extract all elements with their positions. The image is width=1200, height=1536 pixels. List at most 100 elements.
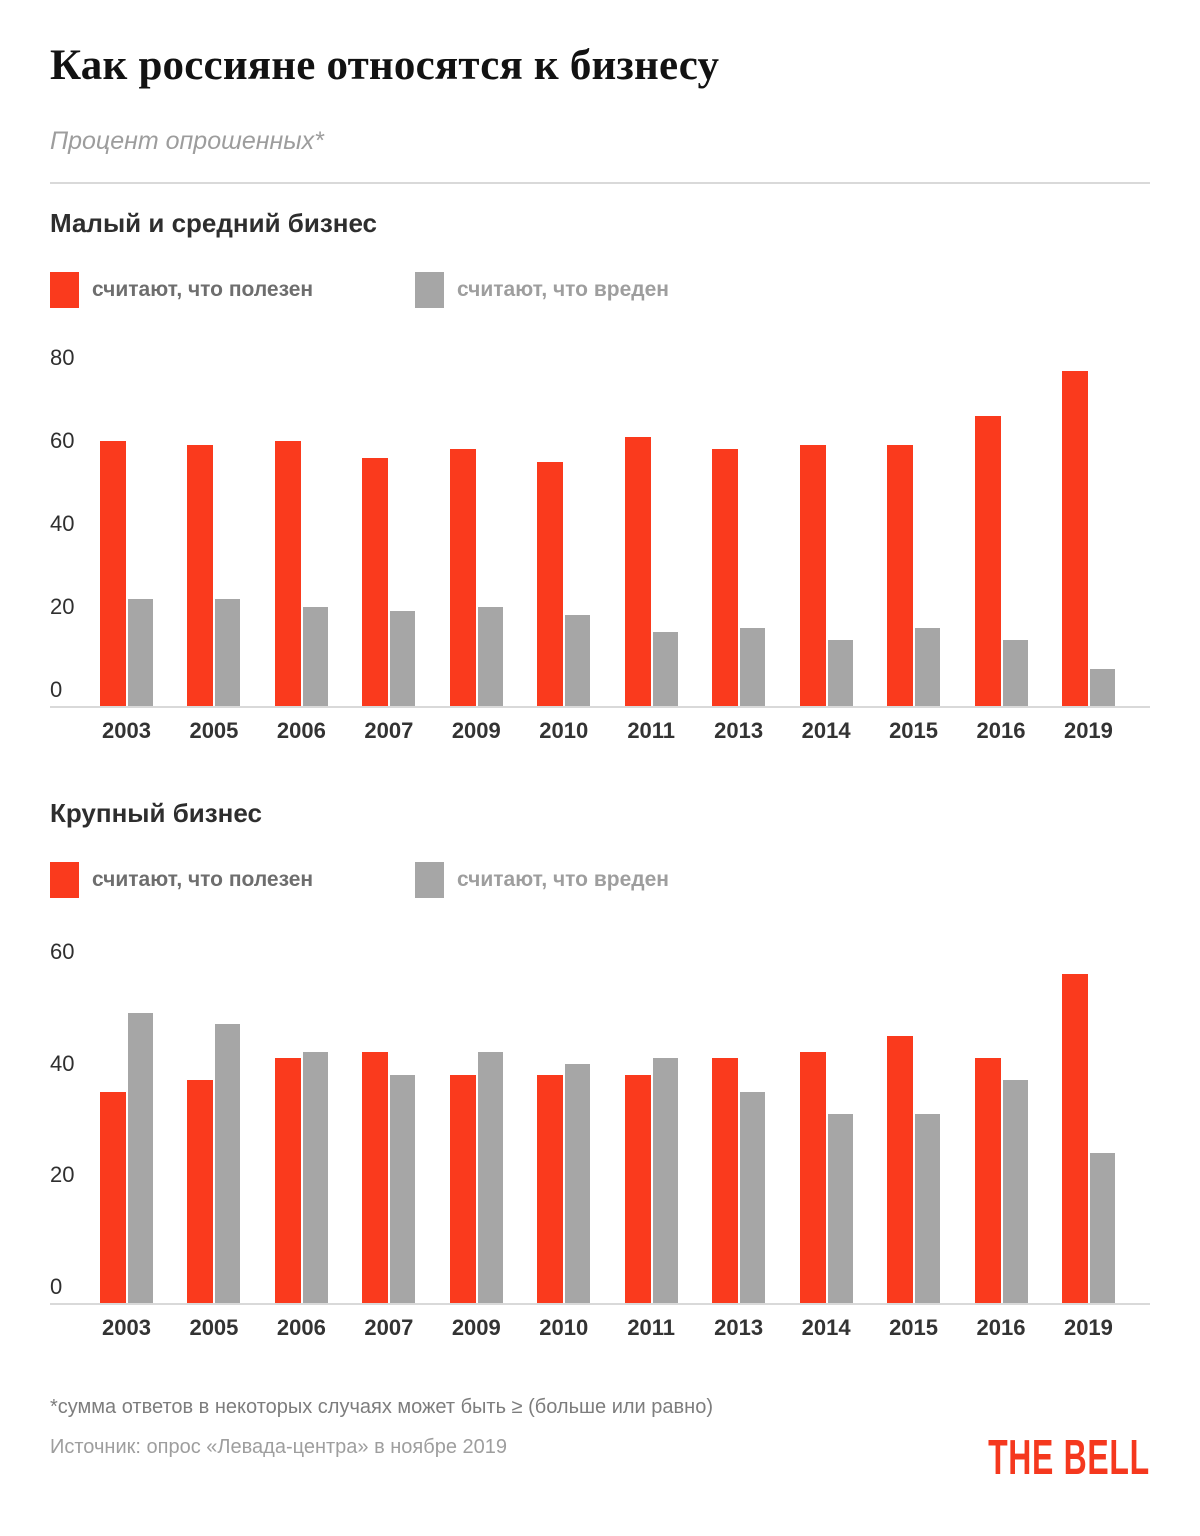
bar-group-2007 xyxy=(362,334,416,707)
bar-group-2016 xyxy=(974,931,1028,1304)
x-axis-label-2007: 2007 xyxy=(364,1315,414,1341)
bar-harmful-2003 xyxy=(128,598,153,707)
bar-harmful-2007 xyxy=(390,1074,416,1304)
bar-harmful-2014 xyxy=(827,640,853,707)
bar-harmful-2015 xyxy=(915,1113,941,1304)
x-axis-label-2019: 2019 xyxy=(1063,1315,1113,1341)
useful-color-swatch xyxy=(50,272,79,309)
bar-harmful-2006 xyxy=(302,1052,328,1304)
x-axis-label-2016: 2016 xyxy=(976,1315,1026,1341)
bar-useful-2006 xyxy=(274,441,301,707)
y-axis-tick-40: 40 xyxy=(50,511,75,537)
bar-useful-2003 xyxy=(100,1091,126,1304)
bar-harmful-2011 xyxy=(652,632,678,707)
x-axis-label-2006: 2006 xyxy=(276,718,326,744)
plot-area: 0 20 40 60 80 xyxy=(50,334,1150,709)
x-axis-label-2009: 2009 xyxy=(451,718,501,744)
y-axis-tick-20: 20 xyxy=(50,1162,75,1188)
bar-chart-small-medium-business: 2003 2005 2006 2007 2009 2010 2011 2013 2014 2015… xyxy=(50,334,1150,748)
bar-useful-2005 xyxy=(187,445,214,707)
x-axis-label-2019: 2019 xyxy=(1063,718,1113,744)
divider xyxy=(50,182,1150,185)
bar-useful-2013 xyxy=(712,1057,739,1304)
bar-useful-2015 xyxy=(887,445,914,707)
y-axis-tick-40: 40 xyxy=(50,1050,75,1076)
the-bell-logo: THE BELL xyxy=(988,1428,1150,1485)
legend: считают, что полезен считают, что вреден xyxy=(50,272,1150,309)
bar-useful-2019 xyxy=(1061,974,1088,1304)
bar-harmful-2013 xyxy=(740,1091,766,1304)
bar-harmful-2005 xyxy=(215,1024,241,1304)
bar-useful-2007 xyxy=(362,1052,389,1304)
bar-harmful-2003 xyxy=(128,1013,153,1304)
bar-useful-2006 xyxy=(274,1057,301,1304)
bar-useful-2016 xyxy=(974,416,1001,707)
bar-harmful-2011 xyxy=(652,1057,678,1304)
y-axis-tick-80: 80 xyxy=(50,345,75,371)
bar-group-2009 xyxy=(449,931,503,1304)
x-axis-label-2016: 2016 xyxy=(976,718,1026,744)
bar-harmful-2006 xyxy=(302,607,328,707)
bar-group-2005 xyxy=(187,334,241,707)
bar-harmful-2019 xyxy=(1089,669,1115,707)
bar-harmful-2019 xyxy=(1089,1153,1115,1304)
bar-harmful-2014 xyxy=(827,1113,853,1304)
bar-useful-2014 xyxy=(799,445,826,707)
y-axis-tick-0: 0 xyxy=(50,677,63,703)
harmful-color-swatch xyxy=(415,862,444,899)
footnote: *сумма ответов в некоторых случаях может… xyxy=(50,1396,713,1419)
bar-group-2010 xyxy=(537,931,591,1304)
x-axis-label-2007: 2007 xyxy=(364,718,414,744)
bar-useful-2019 xyxy=(1061,370,1088,707)
bar-group-2014 xyxy=(799,334,853,707)
x-axis-label-2014: 2014 xyxy=(801,718,851,744)
bar-harmful-2016 xyxy=(1002,1080,1028,1304)
x-axis-label-2013: 2013 xyxy=(714,1315,764,1341)
chart-section-small-medium-business: Малый и средний бизнес считают, что поле… xyxy=(50,208,1150,748)
bar-group-2016 xyxy=(974,334,1028,707)
harmful-color-swatch xyxy=(415,272,444,309)
x-axis-label-2006: 2006 xyxy=(276,1315,326,1341)
bar-useful-2011 xyxy=(624,1074,651,1304)
bar-harmful-2015 xyxy=(915,627,941,707)
bar-useful-2014 xyxy=(799,1052,826,1304)
bar-group-2006 xyxy=(274,334,328,707)
bar-useful-2003 xyxy=(100,441,126,707)
bar-group-2007 xyxy=(362,931,416,1304)
x-axis-label-2005: 2005 xyxy=(189,1315,239,1341)
bar-useful-2011 xyxy=(624,437,651,707)
bar-harmful-2013 xyxy=(740,627,766,707)
harmful-label: считают, что вреден xyxy=(457,868,669,892)
page-title: Как россияне относятся к бизнесу xyxy=(50,42,720,89)
bar-harmful-2010 xyxy=(565,615,591,707)
footer: *сумма ответов в некоторых случаях может… xyxy=(50,1396,1150,1484)
bar-useful-2010 xyxy=(537,461,564,707)
bar-useful-2005 xyxy=(187,1080,214,1304)
bar-chart-large-business: 2003 2005 2006 2007 2009 2010 2011 2013 2014 2015… xyxy=(50,931,1150,1345)
x-axis-label-2009: 2009 xyxy=(451,1315,501,1341)
x-axis-label-2015: 2015 xyxy=(889,718,939,744)
legend-item-harmful: считают, что вреден xyxy=(415,272,669,309)
x-axis-label-2005: 2005 xyxy=(189,718,239,744)
x-axis-label-2015: 2015 xyxy=(889,1315,939,1341)
legend: считают, что полезен считают, что вреден xyxy=(50,862,1150,899)
chart-section-large-business: Крупный бизнес считают, что полезен счит… xyxy=(50,798,1150,1345)
bar-useful-2016 xyxy=(974,1057,1001,1304)
bar-group-2010 xyxy=(537,334,591,707)
bar-useful-2015 xyxy=(887,1035,914,1304)
useful-label: считают, что полезен xyxy=(92,868,314,892)
y-axis-tick-20: 20 xyxy=(50,594,75,620)
legend-item-harmful: считают, что вреден xyxy=(415,862,669,899)
bar-group-2009 xyxy=(449,334,503,707)
bar-harmful-2009 xyxy=(477,607,503,707)
bar-group-2013 xyxy=(712,931,766,1304)
x-axis-label-2003: 2003 xyxy=(102,1315,151,1341)
x-axis-label-2010: 2010 xyxy=(539,1315,589,1341)
bar-harmful-2010 xyxy=(565,1063,591,1304)
y-axis-tick-0: 0 xyxy=(50,1274,63,1300)
bar-group-2006 xyxy=(274,931,328,1304)
bar-group-2005 xyxy=(187,931,241,1304)
y-axis-tick-60: 60 xyxy=(50,428,75,454)
bar-group-2013 xyxy=(712,334,766,707)
